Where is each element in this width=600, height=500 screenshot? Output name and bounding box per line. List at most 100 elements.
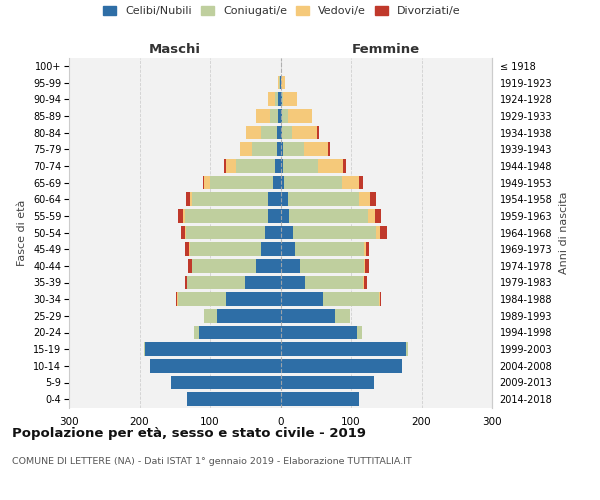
Bar [364, 242, 366, 256]
Bar [280, 76, 281, 90]
Bar [187, 392, 281, 406]
Bar [300, 259, 364, 272]
Bar [281, 126, 282, 140]
Bar [283, 142, 304, 156]
Bar [284, 176, 342, 190]
Text: COMUNE DI LETTERE (NA) - Dati ISTAT 1° gennaio 2019 - Elaborazione TUTTITALIA.IT: COMUNE DI LETTERE (NA) - Dati ISTAT 1° g… [12, 458, 412, 466]
Bar [278, 109, 281, 122]
Bar [268, 209, 281, 222]
Bar [305, 276, 363, 289]
Bar [185, 242, 189, 256]
Bar [275, 159, 281, 172]
Bar [187, 276, 245, 289]
Bar [281, 342, 406, 356]
Bar [183, 209, 185, 222]
Bar [364, 276, 367, 289]
Bar [185, 226, 186, 239]
Bar [359, 192, 370, 206]
Bar [364, 259, 365, 272]
Bar [283, 159, 318, 172]
Bar [343, 159, 346, 172]
Bar [281, 176, 284, 190]
Bar [191, 192, 268, 206]
Bar [256, 259, 281, 272]
Bar [281, 142, 283, 156]
Bar [224, 159, 226, 172]
Bar [281, 392, 359, 406]
Bar [178, 292, 226, 306]
Bar [191, 259, 193, 272]
Bar [379, 292, 380, 306]
Bar [185, 276, 187, 289]
Bar [261, 242, 281, 256]
Bar [287, 109, 312, 122]
Bar [282, 109, 287, 122]
Bar [328, 142, 330, 156]
Bar [226, 159, 236, 172]
Bar [193, 259, 256, 272]
Bar [375, 209, 380, 222]
Bar [265, 226, 281, 239]
Bar [185, 209, 268, 222]
Bar [335, 309, 350, 322]
Bar [281, 159, 283, 172]
Bar [281, 376, 374, 390]
Bar [370, 192, 376, 206]
Bar [317, 126, 319, 140]
Bar [287, 192, 359, 206]
Bar [245, 276, 281, 289]
Bar [342, 176, 359, 190]
Bar [282, 92, 283, 106]
Bar [380, 226, 387, 239]
Bar [145, 342, 281, 356]
Bar [181, 226, 185, 239]
Bar [281, 292, 323, 306]
Bar [281, 192, 287, 206]
Y-axis label: Anni di nascita: Anni di nascita [559, 191, 569, 274]
Bar [281, 92, 282, 106]
Bar [178, 209, 183, 222]
Bar [144, 342, 145, 356]
Bar [282, 126, 292, 140]
Bar [376, 226, 380, 239]
Bar [380, 292, 382, 306]
Bar [171, 376, 281, 390]
Bar [176, 292, 177, 306]
Text: Maschi: Maschi [149, 43, 201, 56]
Bar [281, 76, 285, 90]
Bar [359, 176, 363, 190]
Bar [186, 192, 190, 206]
Bar [256, 109, 270, 122]
Bar [289, 209, 368, 222]
Bar [226, 292, 281, 306]
Text: Popolazione per età, sesso e stato civile - 2019: Popolazione per età, sesso e stato civil… [12, 428, 366, 440]
Bar [277, 142, 281, 156]
Bar [365, 259, 368, 272]
Bar [217, 309, 281, 322]
Bar [304, 142, 328, 156]
Bar [281, 309, 335, 322]
Legend: Celibi/Nubili, Coniugati/e, Vedovi/e, Divorziati/e: Celibi/Nubili, Coniugati/e, Vedovi/e, Di… [103, 6, 461, 16]
Bar [236, 159, 275, 172]
Bar [278, 76, 279, 90]
Bar [239, 142, 253, 156]
Bar [205, 309, 217, 322]
Bar [246, 126, 262, 140]
Bar [190, 192, 191, 206]
Bar [190, 242, 261, 256]
Bar [205, 176, 210, 190]
Bar [278, 92, 281, 106]
Bar [283, 92, 298, 106]
Bar [281, 259, 300, 272]
Bar [268, 192, 281, 206]
Bar [366, 242, 370, 256]
Bar [292, 126, 317, 140]
Bar [281, 209, 289, 222]
Bar [281, 326, 356, 340]
Bar [188, 259, 191, 272]
Bar [270, 109, 278, 122]
Bar [323, 292, 379, 306]
Bar [275, 92, 278, 106]
Bar [363, 276, 364, 289]
Bar [274, 176, 281, 190]
